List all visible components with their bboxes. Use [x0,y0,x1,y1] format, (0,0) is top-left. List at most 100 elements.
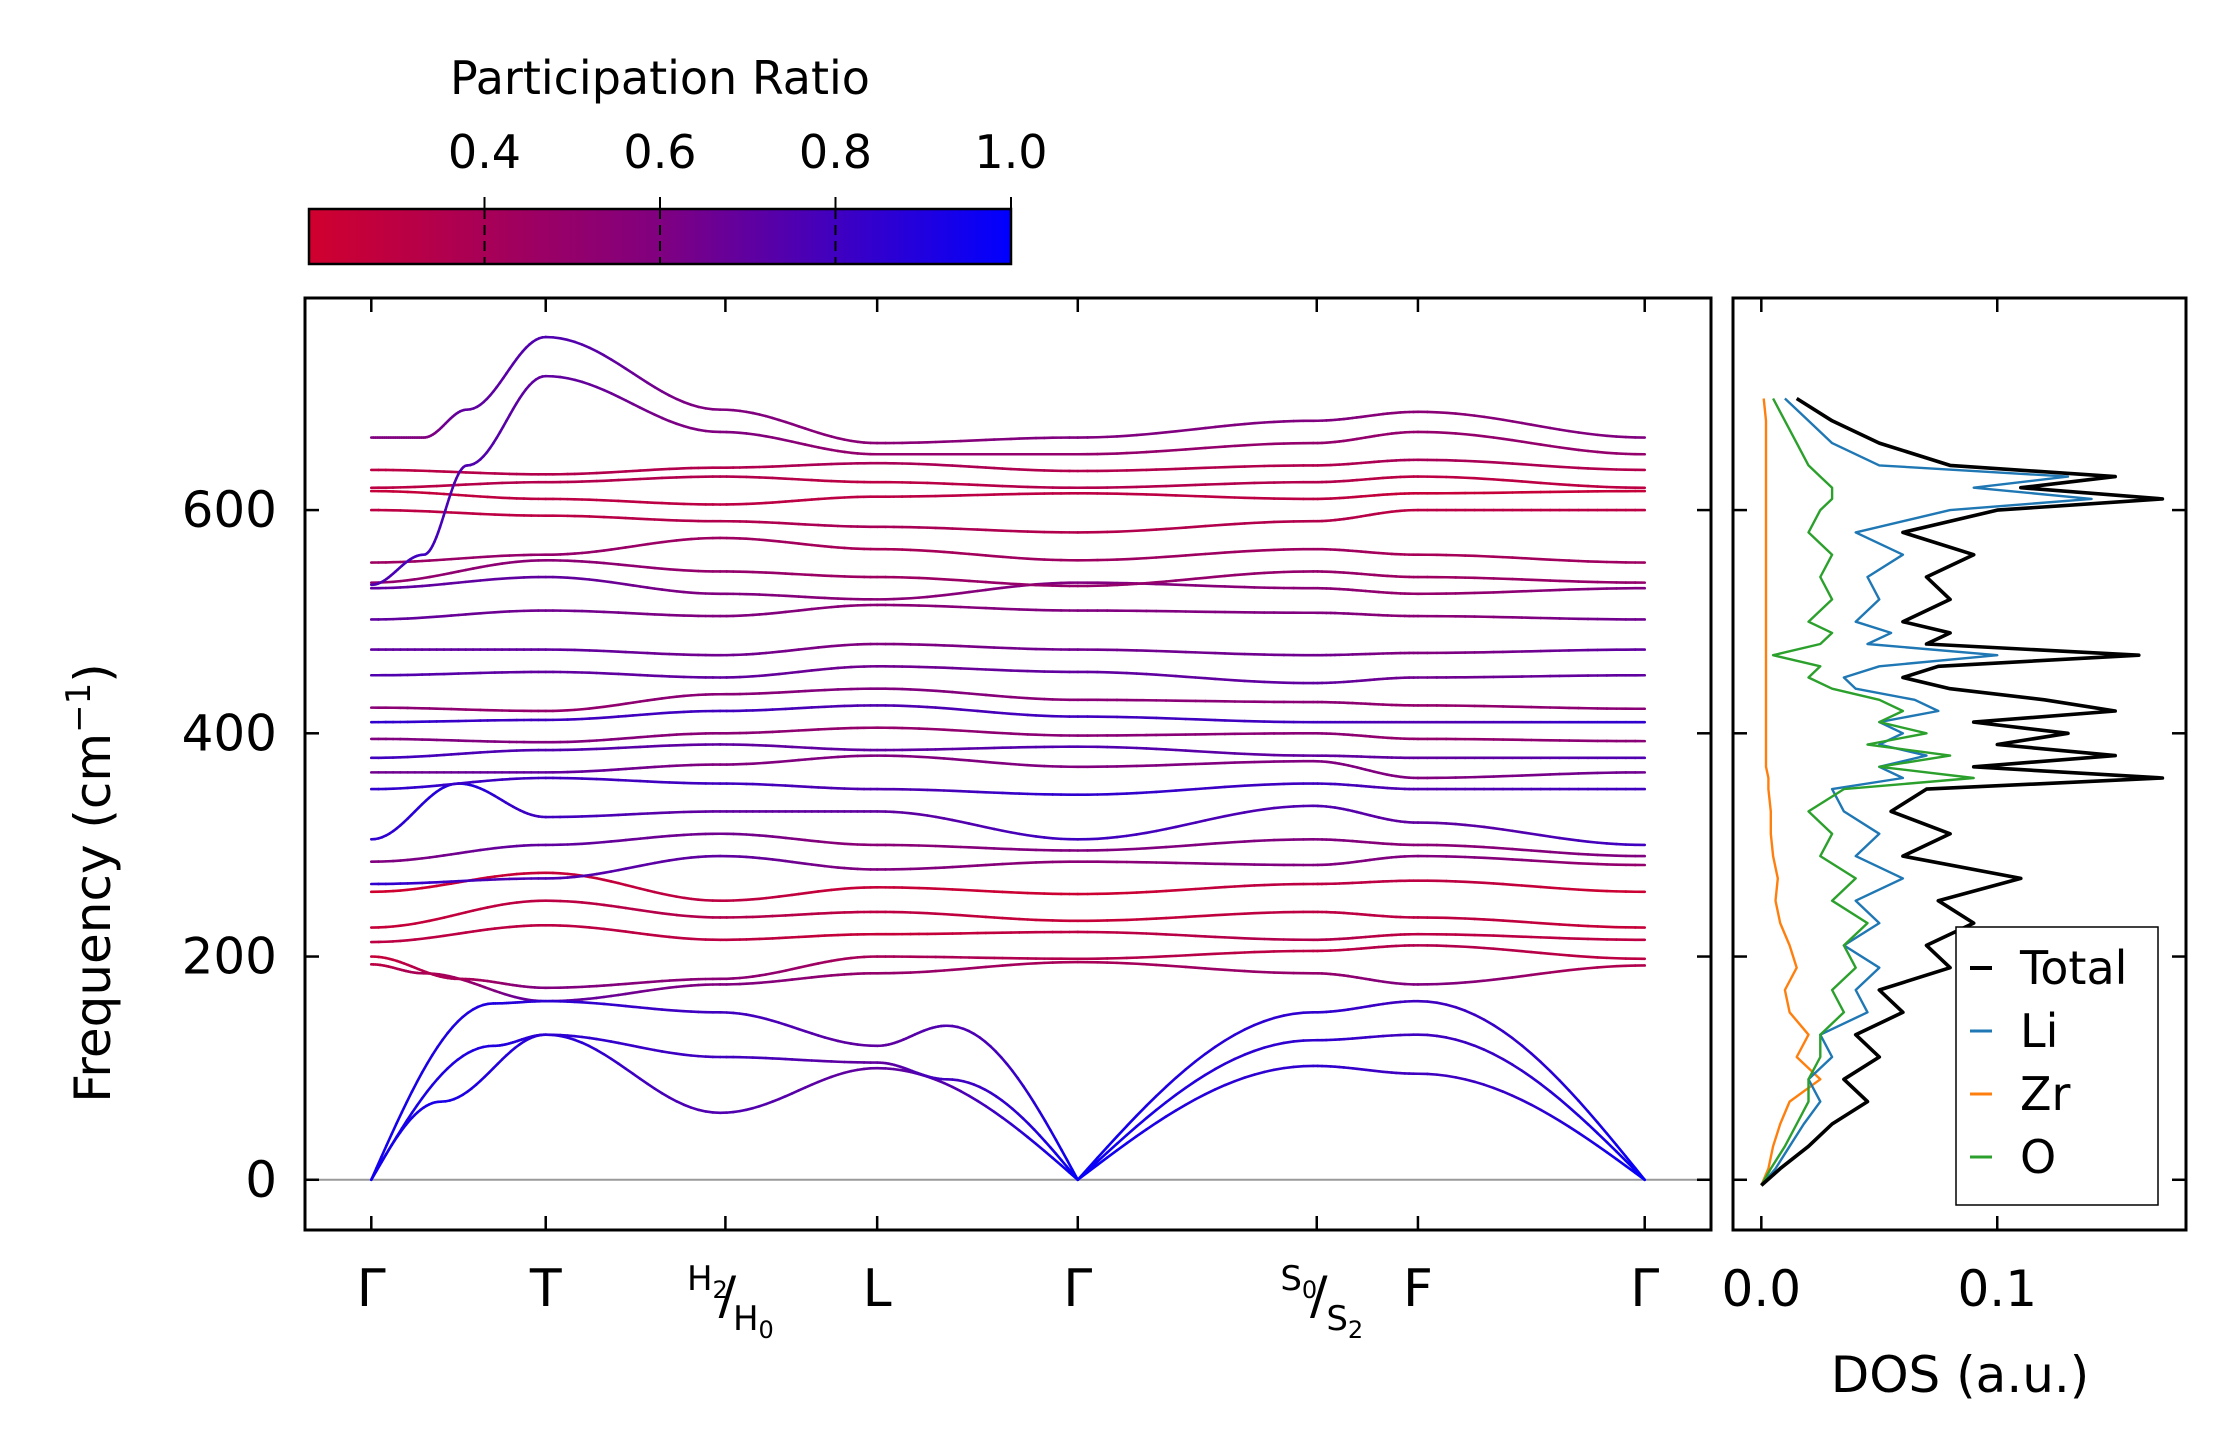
band-segment [1492,882,1505,886]
band-segment [660,416,671,423]
band-segment [1253,808,1266,813]
band-segment [1223,840,1237,845]
band-segment [1011,1069,1020,1080]
band-segment [992,964,1004,968]
band-segment [951,818,963,824]
band-segment [1520,884,1533,888]
band-segment [967,465,979,469]
band-segment [1511,974,1524,979]
band-segment [1567,466,1580,470]
band-segment [1174,823,1188,829]
band-segment [369,1166,378,1182]
band-segment [595,349,606,357]
band-segment [1444,431,1458,435]
band-segment [1049,1146,1058,1156]
band-segment [942,817,954,822]
band-segment [1009,762,1021,766]
band-segment [441,1031,449,1042]
band-segment [1262,420,1276,424]
band-segment [959,729,971,733]
band-segment [1473,979,1486,983]
band-segment [1154,827,1168,833]
band-segment [1223,444,1237,448]
band-segment [1539,833,1552,838]
acoustic-branch-1 [369,1033,1080,1182]
band-segment [602,388,613,395]
band-segment [951,578,963,582]
band-segment [1038,1134,1047,1143]
optical-branch-17 [369,575,1647,601]
band-segment [1105,835,1119,840]
band-segment [1001,916,1013,920]
band-segment [1164,964,1178,968]
band-segment [1086,1163,1099,1174]
band-segment [405,1090,414,1104]
band-segment [1223,522,1237,526]
band-segment [1204,842,1217,846]
band-segment [967,552,979,557]
optical-branch-1 [369,944,1647,990]
band-segment [1204,524,1217,528]
band-segment [992,581,1004,585]
band-segment [1213,913,1227,917]
band-segment [984,730,996,734]
band-segment [1000,1056,1009,1066]
band-segment [951,1085,963,1093]
band-segment [1213,841,1227,845]
band-segment [984,554,996,558]
band-segment [909,812,921,816]
band-segment [1243,839,1256,843]
band-segment [1243,421,1256,426]
band-segment [1530,950,1543,955]
band-segment [1204,551,1217,556]
optical-branch-13 [369,687,1647,713]
band-segment [1154,431,1168,435]
band-segment [992,554,1004,559]
band-segment [976,692,988,697]
band-segment [573,1038,584,1045]
band-segment [1194,576,1207,581]
band-segment [1558,968,1571,973]
band-segment [1071,1168,1080,1182]
band-segment [1596,965,1609,969]
band-segment [1164,916,1178,920]
band-segment [1605,451,1618,455]
band-segment [380,1152,388,1164]
band-segment [1054,1152,1063,1162]
band-segment [1223,550,1237,554]
band-segment [976,465,988,469]
band-segment [1174,888,1188,892]
band-segment [1492,918,1505,922]
band-segment [624,1067,635,1076]
optical-branch-11 [369,726,1647,744]
band-segment [1511,847,1524,852]
band-segment [1194,749,1207,754]
band-segment [1548,426,1561,431]
band-segment [1194,426,1207,431]
band-segment [934,593,946,598]
band-segment [1204,425,1217,430]
band-segment [425,1083,434,1093]
band-segment [390,1121,399,1136]
band-segment [1539,951,1552,956]
band-segment [951,913,963,917]
band-segment [609,1057,620,1065]
y-axis-label-main: Frequency (cm [64,733,122,1103]
band-segment [682,1103,693,1109]
band-segment [1615,435,1628,439]
band-segment [638,406,649,413]
band-segment [1482,435,1495,439]
band-segment [1567,429,1580,434]
band-segment [1501,857,1514,861]
band-segment [390,1135,399,1147]
band-segment [1223,968,1237,972]
band-segment [976,863,988,867]
band-segment [1596,450,1609,455]
band-segment [1043,1149,1054,1160]
band-segment [617,395,627,402]
band-segment [1501,478,1514,483]
band-segment [380,1144,388,1159]
band-segment [1223,751,1237,755]
band-segment [1135,432,1148,437]
band-segment [1009,556,1021,560]
